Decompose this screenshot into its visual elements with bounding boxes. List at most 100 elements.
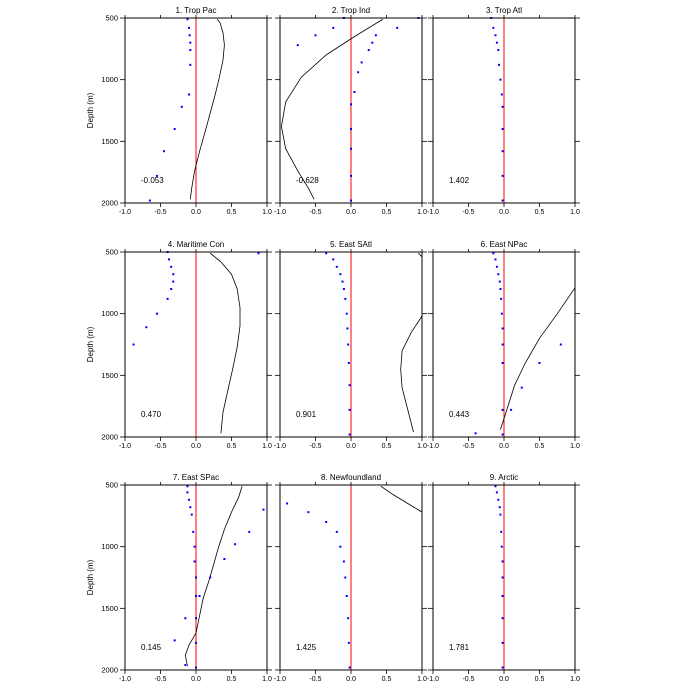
data-point: [492, 26, 495, 29]
x-tick-label: 1.0: [262, 209, 272, 216]
panel-5: 5. East SAtl -1.0 -0.5 0.0 0.5 1.0 0.901: [274, 240, 427, 450]
y-axis-label: Depth (m): [86, 326, 95, 362]
x-tick-label: -1.0: [119, 209, 131, 216]
panel-value-label: 1.425: [296, 643, 317, 652]
x-tick-label: 0.0: [346, 676, 356, 683]
y-tick-label: 500: [105, 248, 118, 257]
data-point: [189, 63, 192, 66]
data-point: [332, 258, 335, 261]
data-point: [538, 362, 541, 364]
x-tick-label: 1.0: [570, 443, 580, 450]
data-point: [173, 128, 176, 130]
data-point: [348, 666, 351, 669]
data-point: [195, 641, 197, 644]
x-tick-label: -1.0: [119, 443, 131, 450]
x-tick-label: -0.5: [154, 209, 166, 216]
data-point: [347, 343, 350, 346]
data-point: [187, 93, 190, 96]
panel-title: 6. East NPac: [481, 240, 528, 249]
data-point: [497, 49, 500, 52]
data-point: [186, 18, 189, 21]
data-point: [193, 545, 196, 548]
data-point: [145, 326, 148, 329]
x-tick-label: 0.0: [346, 209, 356, 216]
data-point: [186, 485, 189, 488]
panel-title: 4. Maritime Con: [168, 240, 224, 249]
data-point: [367, 49, 370, 52]
data-point: [257, 252, 260, 255]
data-point: [163, 150, 166, 153]
data-point: [350, 174, 352, 177]
data-point: [335, 265, 338, 268]
data-point: [234, 543, 237, 546]
data-point: [498, 280, 501, 283]
data-point: [209, 576, 212, 579]
data-point: [342, 560, 345, 563]
x-tick-label: -0.5: [309, 209, 321, 216]
x-tick-label: -1.0: [119, 676, 131, 683]
data-point: [173, 639, 176, 642]
data-point: [357, 71, 360, 74]
panel-8: 8. Newfoundland -1.0 -0.5 0.0 0.5 1.0 1.425: [274, 473, 427, 683]
data-point: [346, 327, 349, 330]
panel-6: 6. East NPac -1.0 -0.5 0.0 0.5 1.0 0.443: [427, 240, 580, 450]
data-point: [559, 343, 562, 346]
y-axis-label: Depth (m): [86, 559, 95, 595]
data-point: [374, 34, 377, 37]
data-point: [494, 485, 497, 488]
x-tick-label: 1.0: [262, 443, 272, 450]
data-point: [499, 288, 502, 290]
data-point: [195, 666, 197, 669]
y-tick-label: 1500: [101, 371, 118, 380]
panel-value-label: 0.901: [296, 410, 317, 419]
y-tick-label: 2000: [101, 666, 118, 675]
x-tick-label: 0.5: [382, 209, 392, 216]
data-point: [286, 502, 289, 505]
data-point: [184, 617, 187, 620]
data-point: [520, 386, 523, 389]
x-tick-label: 0.5: [535, 209, 545, 216]
data-point: [501, 560, 504, 563]
data-point: [501, 150, 504, 153]
data-point: [348, 408, 351, 411]
data-point: [347, 641, 350, 644]
data-point: [189, 41, 192, 44]
x-tick-label: 1.0: [417, 443, 427, 450]
data-point: [148, 199, 151, 202]
data-point: [500, 93, 503, 96]
data-point: [350, 147, 352, 150]
panel-value-label: -0.628: [296, 176, 319, 185]
panel-title: 5. East SAtl: [330, 240, 372, 249]
x-tick-label: 0.0: [499, 443, 509, 450]
panel-title: 3. Trop Atl: [486, 6, 522, 15]
profile-curve: [418, 252, 423, 258]
data-point: [347, 617, 350, 620]
data-point: [188, 34, 191, 37]
data-point: [371, 41, 374, 44]
data-point: [223, 558, 226, 560]
data-point: [132, 343, 135, 346]
x-tick-label: -1.0: [274, 209, 286, 216]
x-tick-label: -1.0: [427, 209, 439, 216]
data-point: [168, 258, 171, 261]
data-point: [172, 273, 175, 276]
data-point: [501, 199, 504, 202]
data-point: [339, 273, 342, 276]
x-tick-label: -0.5: [309, 443, 321, 450]
data-point: [501, 105, 504, 108]
data-point: [501, 128, 504, 130]
panel-title: 7. East SPac: [173, 473, 219, 482]
data-point: [501, 617, 504, 620]
x-tick-label: -0.5: [154, 676, 166, 683]
data-point: [500, 297, 503, 300]
data-point: [314, 34, 317, 37]
x-tick-label: 1.0: [262, 676, 272, 683]
data-point: [396, 26, 399, 29]
data-point: [497, 273, 500, 276]
panel-value-label: -0.053: [141, 176, 164, 185]
profile-curve: [380, 485, 423, 513]
panel-value-label: 1.402: [449, 176, 470, 185]
data-point: [195, 576, 197, 579]
x-tick-label: 0.5: [227, 676, 237, 683]
x-tick-label: 0.0: [191, 676, 201, 683]
